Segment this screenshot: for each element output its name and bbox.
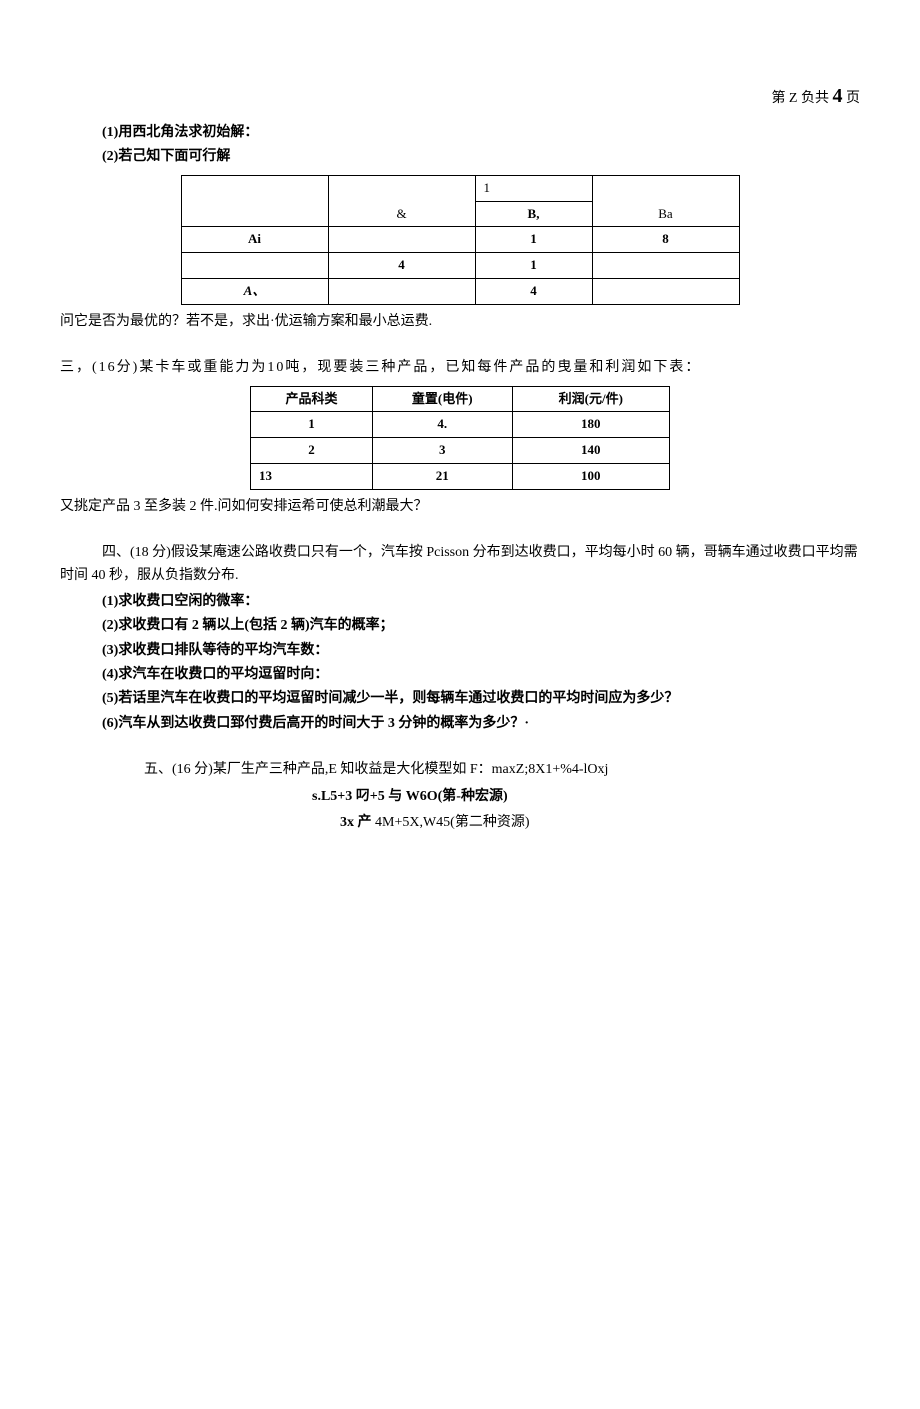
q5-line3-suffix: (第二种资源) [450, 815, 529, 830]
t1-r1c2: & [328, 175, 475, 227]
page-number: 第 Z 负共 4 页 [60, 80, 860, 112]
pt-r3c3: 100 [512, 463, 669, 489]
q5-line2: s.L5+3 叼+5 与 W6O(第-种宏源) [312, 786, 860, 808]
pt-h1: 产品科类 [251, 386, 373, 412]
t1-r4c2: 4 [328, 253, 475, 279]
pt-h3: 利润(元/件) [512, 386, 669, 412]
t1-r3c1: Ai [181, 227, 328, 253]
t1-r2c3: B, [475, 201, 592, 227]
pt-r1c2: 4. [372, 412, 512, 438]
q5-line3: 3x 产 4M+5X,W45(第二种资源) [340, 812, 860, 834]
q5-line3-prefix: 3x 产 [340, 815, 375, 830]
t1-r4c3: 1 [475, 253, 592, 279]
transport-table: & 1 Ba B, Ai 1 8 4 1 A、 4 [181, 175, 740, 305]
pt-r1c1: 1 [251, 412, 373, 438]
q4-item3: (3)求收费口排队等待的平均汽车数： [102, 640, 860, 662]
page-num-prefix: 第 Z 负共 [771, 91, 832, 106]
t1-r5c2 [328, 278, 475, 304]
product-table: 产品科类 童置(电件) 利润(元/件) 1 4. 180 2 3 140 13 … [250, 386, 670, 490]
t1-r1c3: 1 [475, 175, 592, 201]
q4-item5: (5)若话里汽车在收费口的平均逗留时间减少一半，则每辆车通过收费口的平均时间应为… [102, 688, 860, 710]
t1-r5c3: 4 [475, 278, 592, 304]
t1-r5c1: A、 [181, 278, 328, 304]
q1-sub1: (1)用西北角法求初始解： [102, 122, 860, 144]
q4-item6: (6)汽车从到达收费口郅付费后高开的时间大于 3 分钟的概率为多少？· [102, 713, 860, 735]
pt-r3c2: 21 [372, 463, 512, 489]
pt-r1c3: 180 [512, 412, 669, 438]
pt-h2: 童置(电件) [372, 386, 512, 412]
pt-r2c3: 140 [512, 438, 669, 464]
pt-r2c1: 2 [251, 438, 373, 464]
pt-r3c1: 13 [251, 463, 373, 489]
q5-line1: 五、(16 分)某厂生产三种产品,E 知收益是大化模型如 F：maxZ;8X1+… [144, 759, 860, 781]
q1-sub2: (2)若己知下面可行解 [102, 146, 860, 168]
page-num-suffix: 页 [843, 91, 861, 106]
pt-r2c2: 3 [372, 438, 512, 464]
t1-r1c1 [181, 175, 328, 227]
t1-r3c3: 1 [475, 227, 592, 253]
q1-after: 问它是否为最优的？若不是，求出·优运输方案和最小总运费. [60, 311, 860, 333]
q3-after: 又挑定产品 3 至多装 2 件.问如何安排运希可使总利潮最大？ [60, 496, 860, 518]
t1-r3c2 [328, 227, 475, 253]
q4-item1: (1)求收费口空闲的微率： [102, 591, 860, 613]
q4-title: 四、(18 分)假设某庵速公路收费口只有一个，汽车按 Pcisson 分布到达收… [60, 542, 860, 587]
t1-r2c4: Ba [592, 175, 739, 227]
t1-r4c4 [592, 253, 739, 279]
t1-r4c1 [181, 253, 328, 279]
q3-title: 三，(16分)某卡车或重能力为10吨，现要装三种产品，已知每件产品的曳量和利润如… [60, 357, 860, 379]
q4-item4: (4)求汽车在收费口的平均逗留时向： [102, 664, 860, 686]
t1-r3c4: 8 [592, 227, 739, 253]
q4-item2: (2)求收费口有 2 辆以上(包括 2 辆)汽车的概率； [102, 615, 860, 637]
q5-line3-math: 4M+5X,W45 [375, 815, 450, 830]
t1-r5c4 [592, 278, 739, 304]
page-num-big: 4 [833, 85, 843, 107]
